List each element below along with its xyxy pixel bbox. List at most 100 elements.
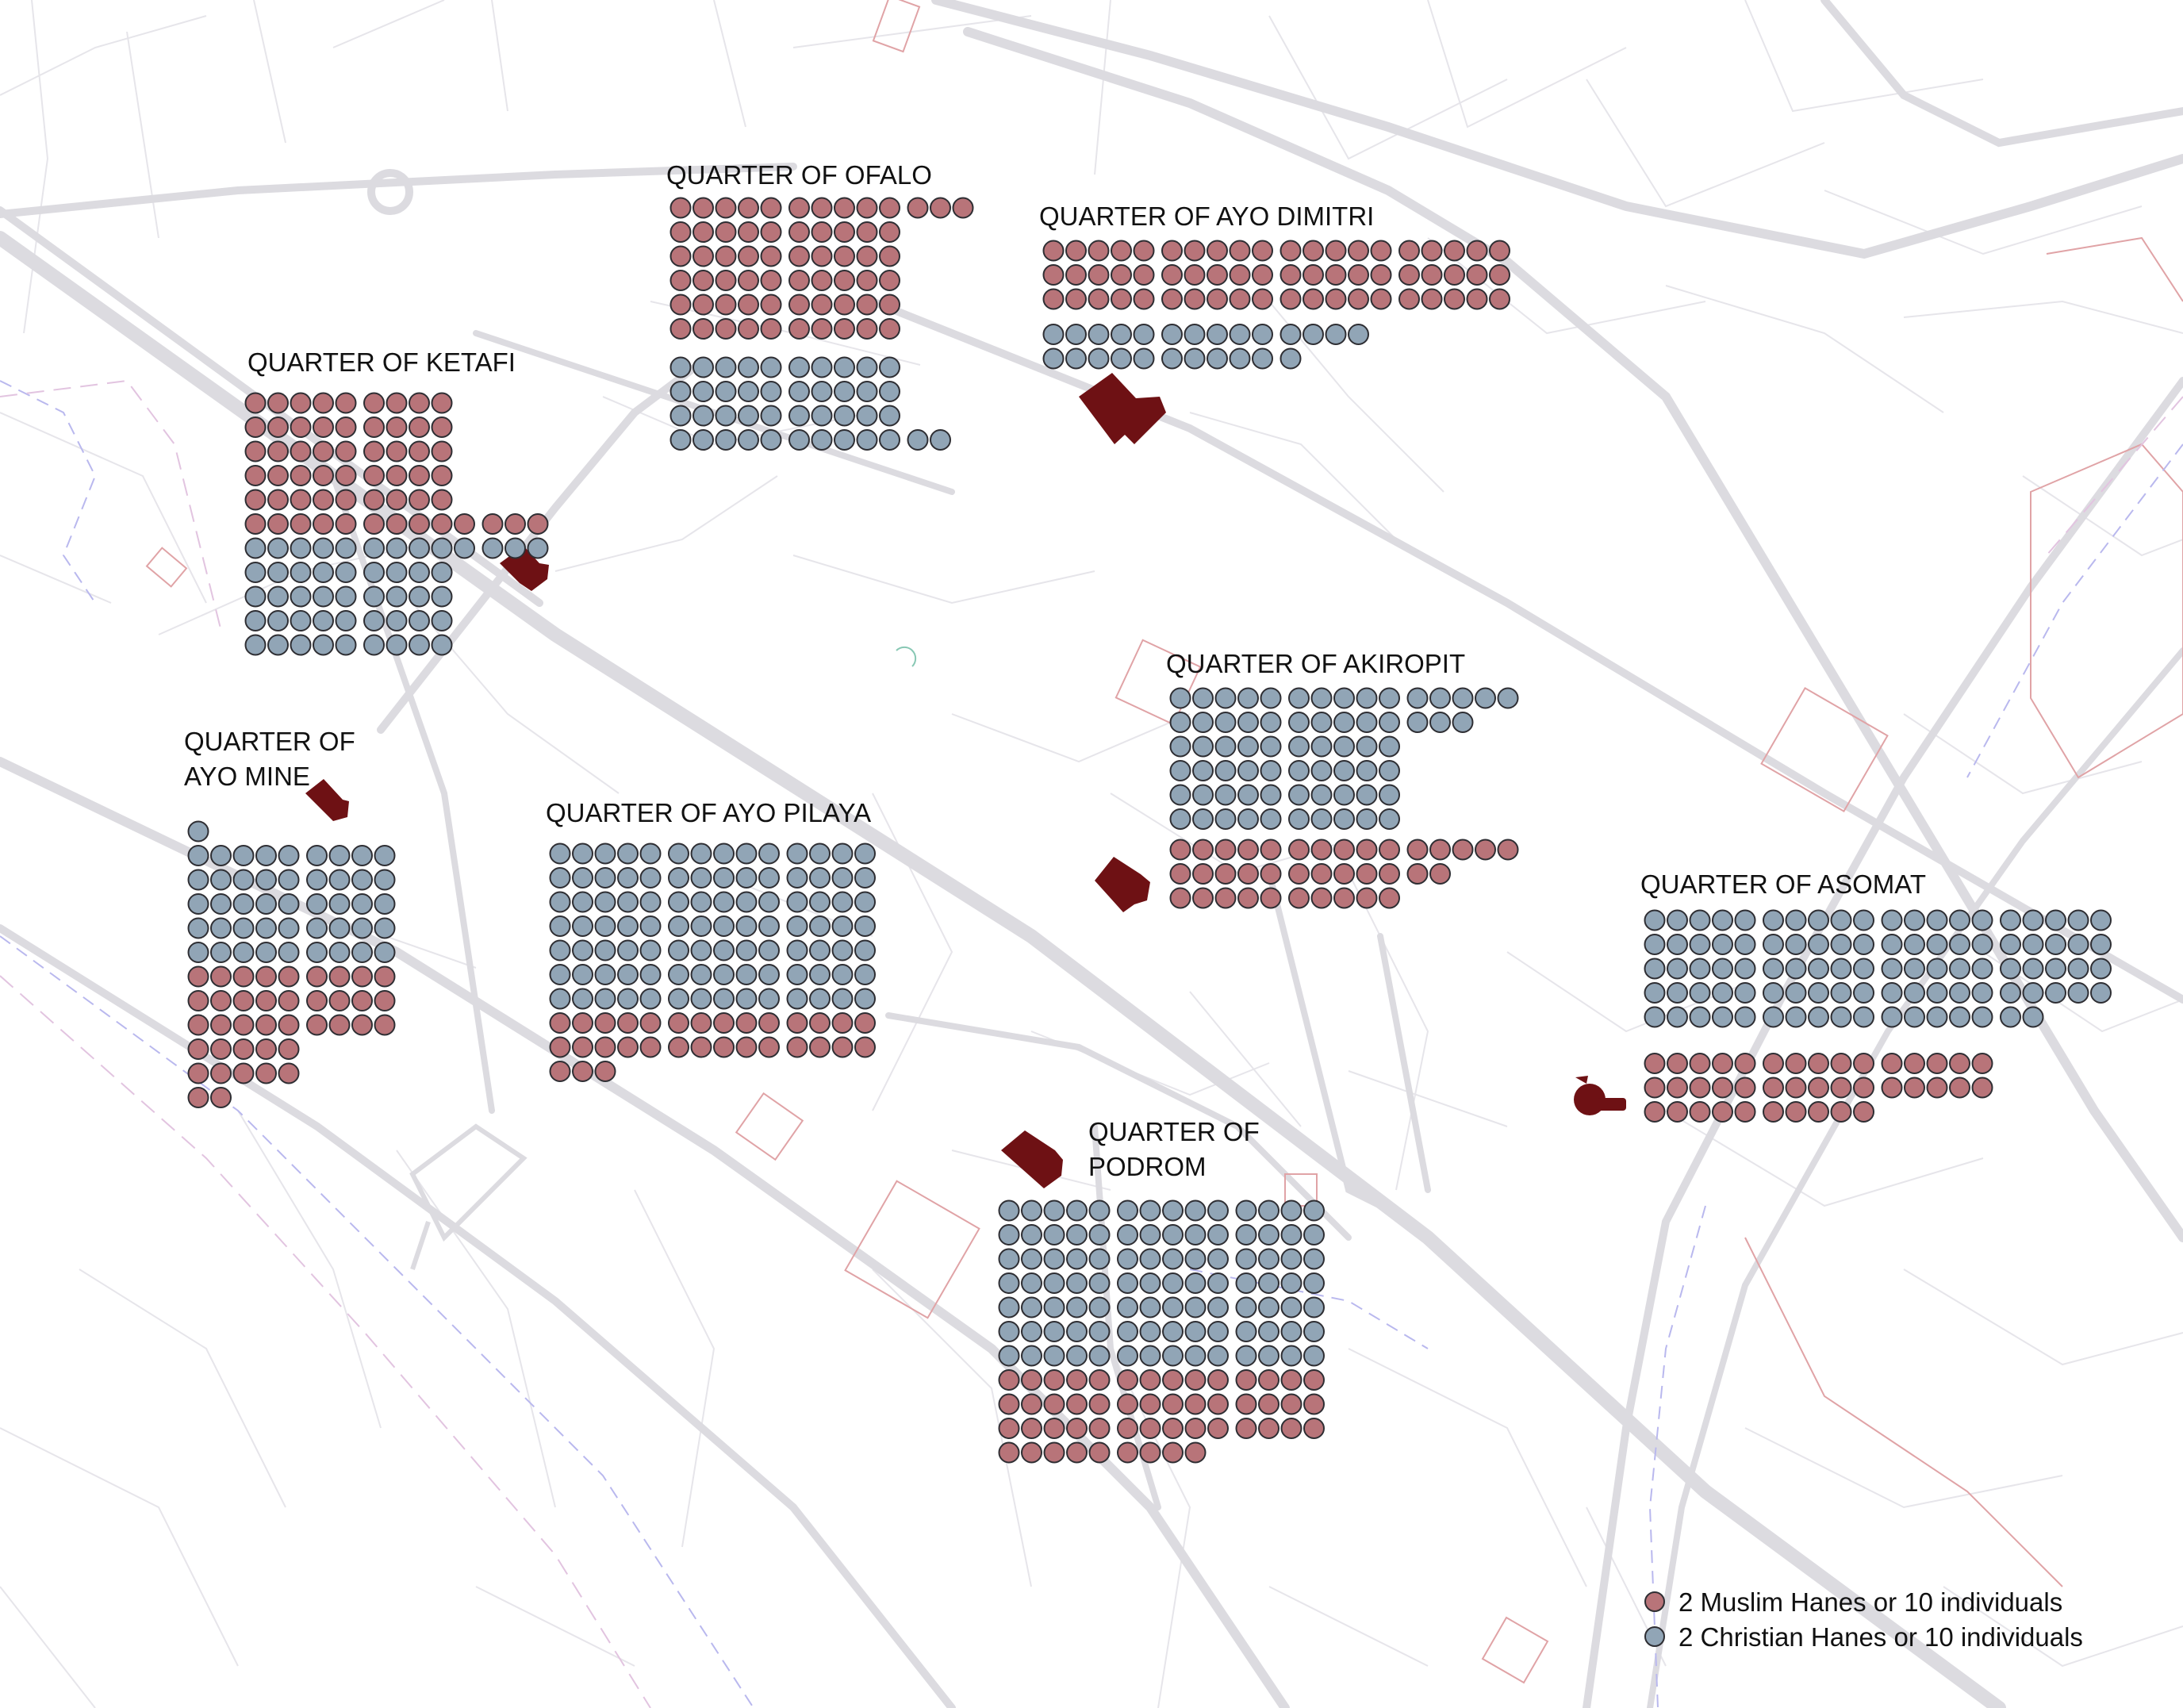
muslim-household-dot	[386, 416, 408, 438]
christian-household-dot	[1689, 958, 1711, 980]
christian-household-dot	[713, 964, 735, 985]
muslim-household-dot	[1808, 1077, 1829, 1099]
christian-household-dot	[255, 845, 277, 866]
christian-household-dot	[669, 405, 692, 427]
muslim-household-dot	[244, 416, 267, 438]
muslim-household-dot	[1162, 1393, 1184, 1415]
christian-household-dot	[713, 842, 735, 865]
christian-household-dot	[692, 405, 714, 427]
muslim-household-dot	[831, 1012, 854, 1034]
muslim-household-dot	[639, 1036, 662, 1058]
christian-household-dot	[1429, 687, 1451, 709]
muslim-household-dot	[1043, 1393, 1065, 1415]
christian-household-dot	[594, 891, 616, 913]
muslim-household-dot	[1429, 839, 1451, 861]
muslim-household-dot	[760, 221, 782, 243]
christian-household-dot	[735, 891, 758, 913]
muslim-household-dot	[809, 1036, 831, 1058]
muslim-household-dot	[1421, 288, 1443, 310]
christian-household-dot	[1971, 909, 1993, 931]
christian-household-dot	[639, 939, 662, 961]
muslim-household-dot	[690, 1036, 712, 1058]
christian-household-dot	[1042, 347, 1065, 370]
muslim-household-dot	[210, 1087, 232, 1108]
christian-household-dot	[374, 869, 396, 891]
christian-household-dot	[374, 942, 396, 963]
muslim-household-dot	[1689, 1101, 1711, 1123]
christian-household-dot	[1406, 712, 1429, 733]
christian-household-dot	[617, 915, 639, 937]
muslim-household-dot	[431, 440, 453, 463]
christian-household-dot	[1117, 1272, 1138, 1294]
muslim-household-dot	[692, 245, 714, 267]
christian-household-dot	[713, 915, 735, 937]
christian-household-dot	[1214, 687, 1237, 709]
christian-household-dot	[1379, 712, 1400, 733]
christian-household-dot	[879, 429, 900, 451]
christian-household-dot	[834, 405, 855, 427]
christian-household-dot	[244, 537, 267, 559]
christian-household-dot	[735, 842, 758, 865]
muslim-household-dot	[1379, 839, 1400, 861]
christian-household-dot	[1139, 1321, 1161, 1342]
christian-household-dot	[351, 893, 373, 915]
christian-household-dot	[2000, 934, 2021, 955]
quarter-podrom: QUARTER OF PODROM	[998, 1117, 1325, 1464]
muslim-household-dot	[328, 990, 351, 1011]
christian-household-dot	[786, 939, 808, 961]
muslim-household-dot	[811, 294, 833, 316]
muslim-household-dot	[335, 465, 357, 486]
muslim-household-dot	[1169, 839, 1191, 861]
muslim-household-dot	[1333, 887, 1355, 909]
christian-household-dot	[738, 429, 759, 451]
christian-household-dot	[1452, 687, 1474, 709]
muslim-household-dot	[244, 465, 267, 486]
christian-household-dot	[856, 405, 878, 427]
christian-household-dot	[1162, 1248, 1184, 1270]
muslim-household-dot	[690, 1012, 712, 1034]
christian-household-dot	[1021, 1345, 1042, 1367]
christian-household-dot	[1971, 958, 1993, 980]
muslim-household-dot	[1235, 1418, 1257, 1439]
christian-household-dot	[1406, 687, 1429, 709]
muslim-household-dot	[1088, 288, 1110, 310]
muslim-household-dot	[1139, 1441, 1161, 1464]
muslim-household-dot	[290, 416, 312, 438]
muslim-household-dot	[1356, 863, 1378, 885]
christian-household-dot	[1207, 1296, 1229, 1318]
christian-household-dot	[668, 939, 689, 961]
christian-household-dot	[1088, 1296, 1111, 1318]
christian-household-dot	[1356, 784, 1378, 806]
christian-household-dot	[572, 964, 593, 985]
christian-household-dot	[1088, 1248, 1111, 1270]
christian-household-dot	[1288, 760, 1310, 781]
muslim-household-dot	[386, 440, 408, 463]
muslim-household-dot	[1904, 1053, 1925, 1074]
christian-household-dot	[668, 915, 689, 937]
christian-household-dot	[1133, 324, 1155, 345]
christian-household-dot	[549, 842, 571, 865]
christian-household-dot	[1229, 347, 1251, 370]
muslim-household-dot	[713, 1036, 735, 1058]
christian-household-dot	[386, 585, 408, 608]
muslim-household-dot	[811, 318, 833, 340]
muslim-household-dot	[1066, 1441, 1088, 1464]
landmark-mosque-asomat	[1574, 1076, 1626, 1115]
muslim-household-dot	[1310, 839, 1333, 861]
christian-household-dot	[692, 381, 714, 402]
christian-household-dot	[290, 537, 312, 559]
christian-household-dot	[1065, 324, 1087, 345]
christian-household-dot	[481, 537, 504, 559]
christian-household-dot	[1303, 1296, 1325, 1318]
christian-household-dot	[1066, 1321, 1088, 1342]
christian-household-dot	[879, 405, 900, 427]
muslim-household-dot	[210, 965, 232, 988]
muslim-household-dot	[335, 513, 357, 535]
christian-household-dot	[255, 942, 277, 963]
muslim-household-dot	[335, 416, 357, 438]
christian-household-dot	[668, 867, 689, 889]
christian-household-dot	[1162, 1272, 1184, 1294]
muslim-household-dot	[1043, 1418, 1065, 1439]
muslim-household-dot	[1949, 1053, 1970, 1074]
christian-household-dot	[1763, 982, 1784, 1004]
